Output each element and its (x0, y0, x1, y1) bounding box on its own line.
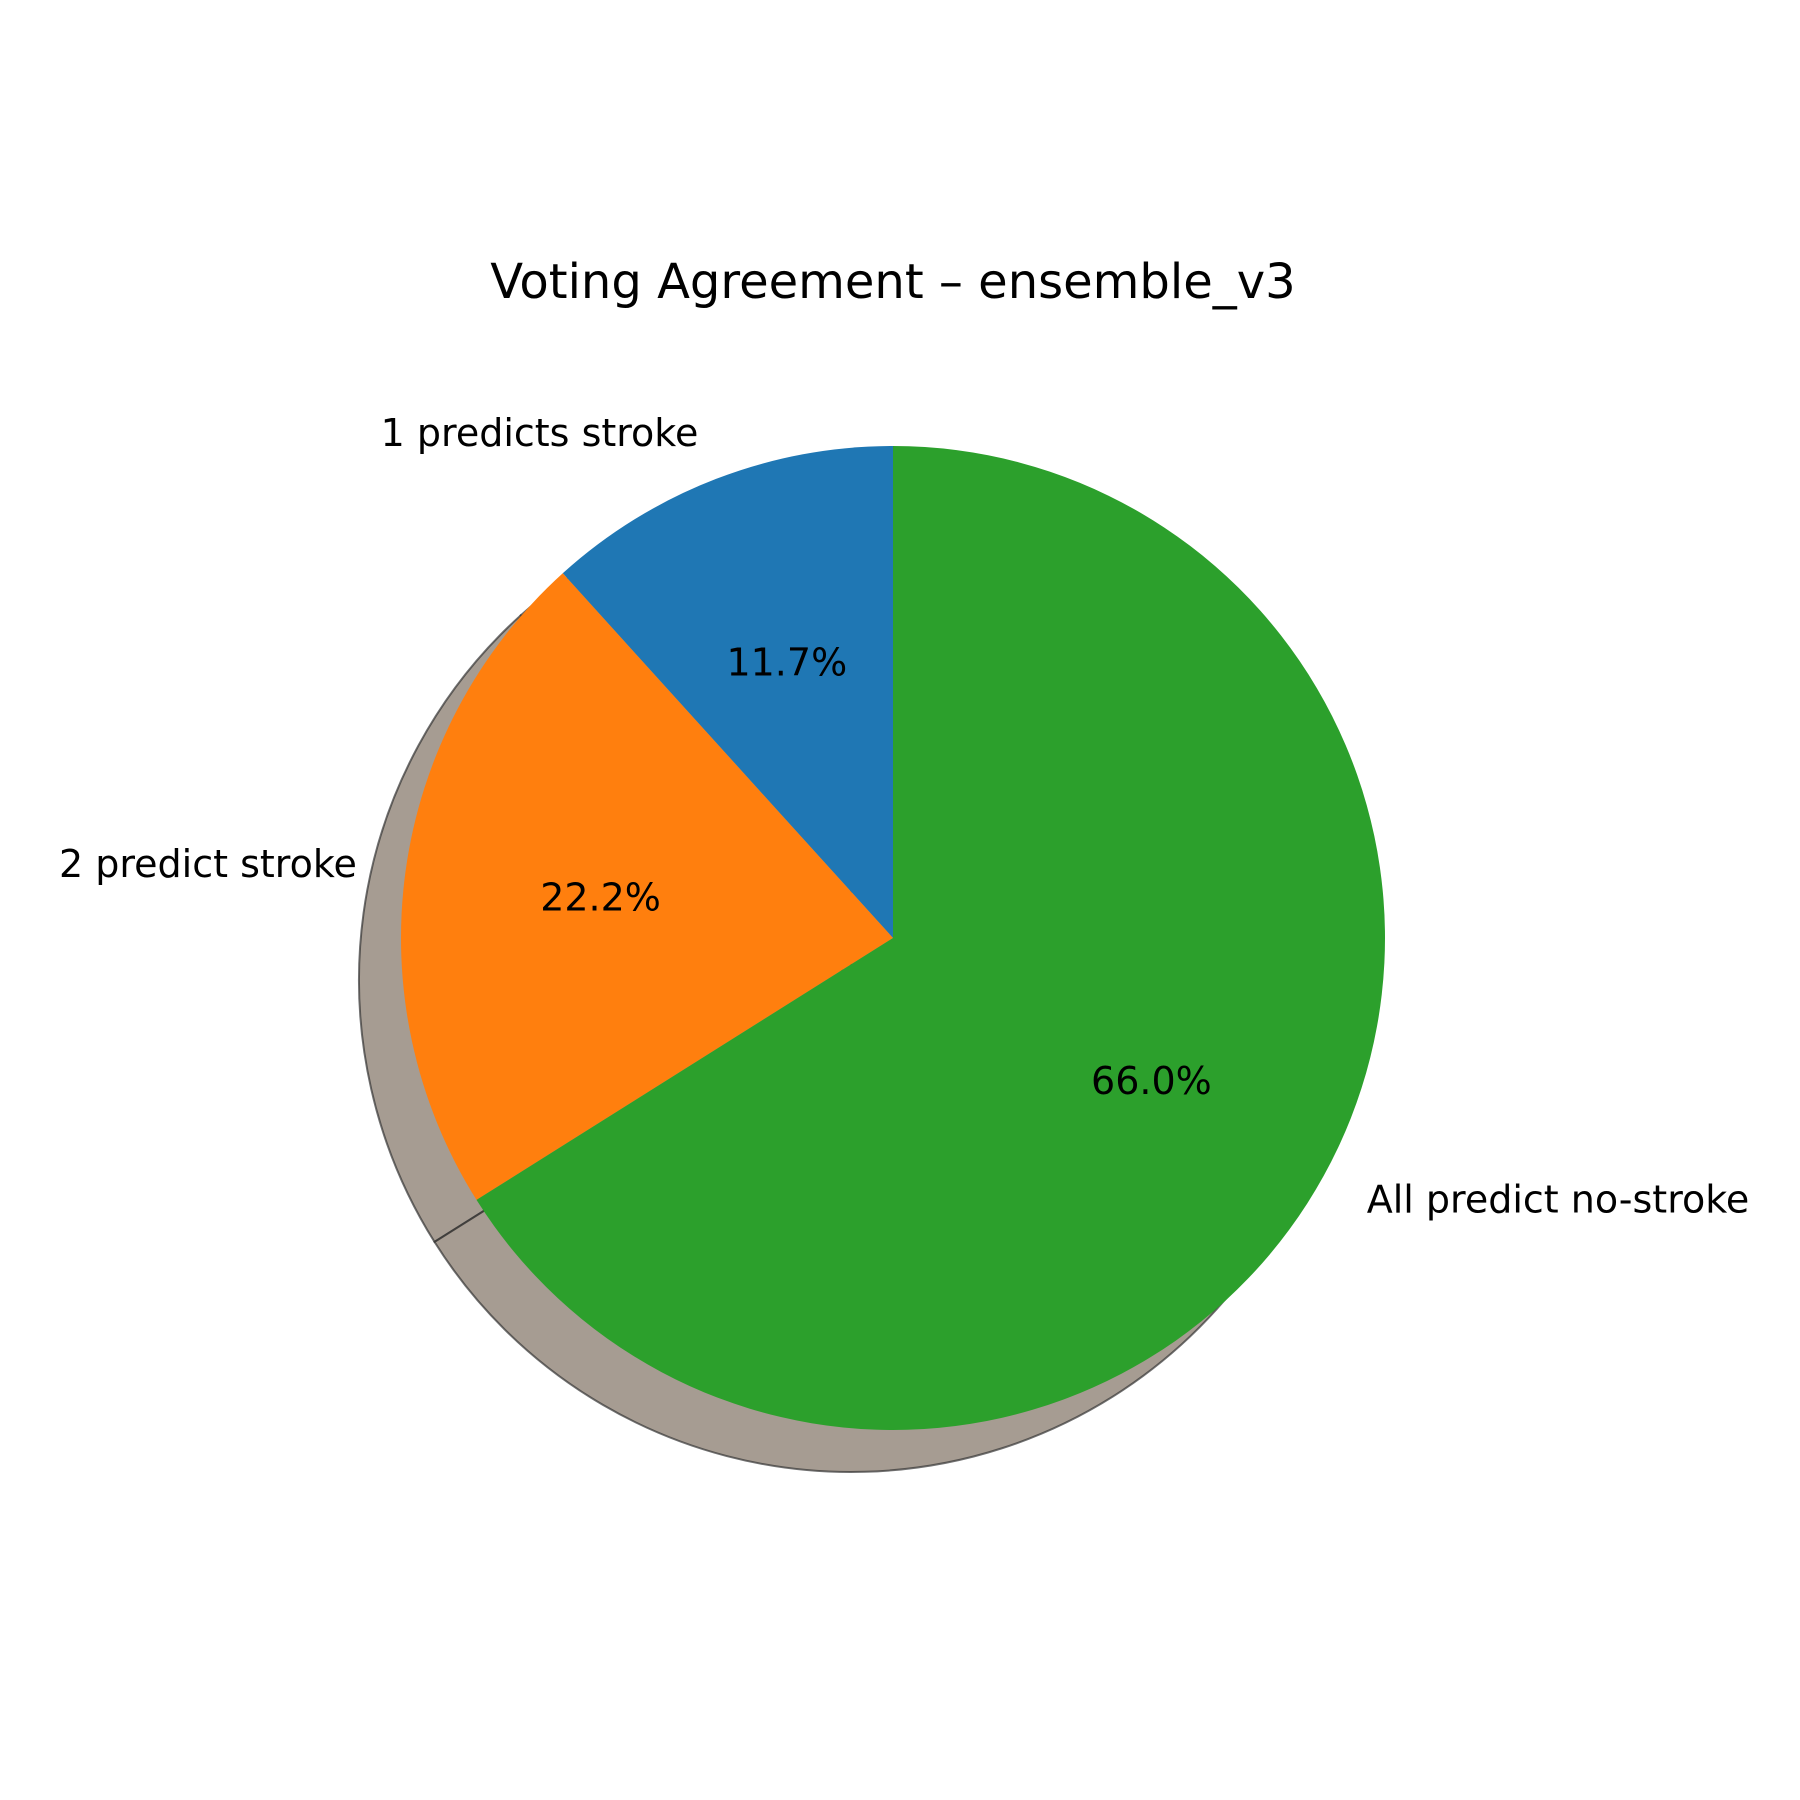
slice-label-1-predicts-stroke: 1 predicts stroke (381, 411, 699, 455)
slice-percent-2-predict-stroke: 22.2% (540, 876, 661, 920)
pie-slice-1-predicts-stroke (562, 446, 893, 938)
pie-slice-all-predict-no-stroke (476, 446, 1386, 1430)
pie-labels: 1 predicts stroke 11.7% 2 predict stroke 22… (59, 411, 1749, 1222)
slice-label-all-predict-no-stroke: All predict no-stroke (1367, 1178, 1750, 1222)
slice-percent-all-predict-no-stroke: 66.0% (1091, 1059, 1212, 1103)
pie-slice-2-predict-stroke (401, 573, 893, 1200)
pie-slices (401, 446, 1386, 1430)
slice-percent-1-predicts-stroke: 11.7% (726, 641, 847, 685)
chart-title: Voting Agreement – ensemble_v3 (490, 254, 1295, 310)
slice-label-2-predict-stroke: 2 predict stroke (59, 842, 357, 886)
